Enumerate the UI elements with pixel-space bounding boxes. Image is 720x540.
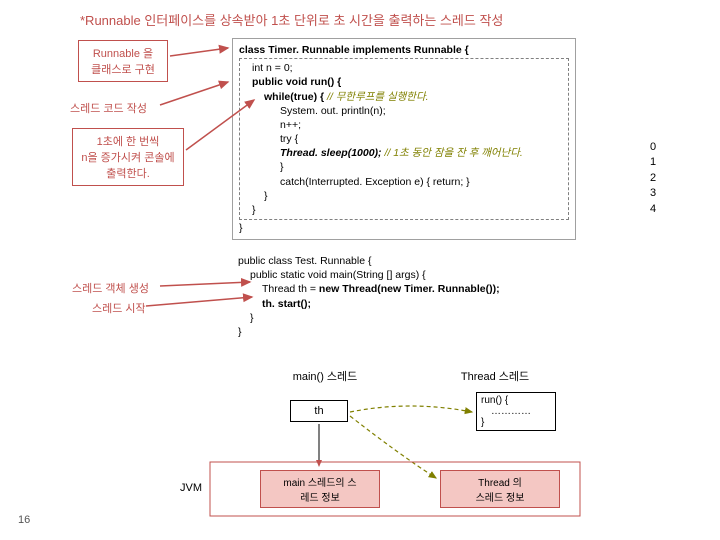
code-block-test: public class Test. Runnable { public sta… (232, 250, 532, 343)
output-column: 0 1 2 3 4 (650, 140, 656, 217)
code-line: catch(Interrupted. Exception e) { return… (244, 175, 564, 189)
label-create: 스레드 객체 생성 (72, 280, 149, 296)
label-impl: Runnable 을 클래스로 구현 (78, 40, 168, 82)
jvm-label: JVM (180, 482, 202, 494)
code-line: } (244, 160, 564, 174)
run-line: } (481, 417, 551, 428)
page-number: 16 (18, 514, 30, 526)
code-line: } (238, 311, 526, 325)
label-loop: 1초에 한 번씩 n을 증가시켜 콘솔에 출력한다. (72, 128, 184, 186)
code-line: } (244, 203, 564, 217)
output-line: 0 (650, 140, 656, 155)
code-line: while(true) { // 무한루프를 실행한다. (244, 90, 564, 104)
code-line: Thread. sleep(1000); // 1초 동안 잠을 잔 후 깨어난… (244, 146, 564, 160)
run-line: run() { (481, 395, 551, 406)
output-line: 2 (650, 171, 656, 186)
page-title: *Runnable 인터페이스를 상속받아 1초 단위로 초 시간을 출력하는 … (80, 10, 503, 29)
main-thread-header: main() 스레드 (270, 368, 380, 384)
code-line: class Timer. Runnable implements Runnabl… (239, 43, 569, 57)
jvm-main-info: main 스레드의 스 레드 정보 (260, 470, 380, 508)
code-line: n++; (244, 118, 564, 132)
code-line: } (244, 189, 564, 203)
code-line: public class Test. Runnable { (238, 254, 526, 268)
label-code-write: 스레드 코드 작성 (70, 100, 147, 116)
code-line: th. start(); (238, 297, 526, 311)
code-line: int n = 0; (244, 61, 564, 75)
jvm-thread-info: Thread 의 스레드 정보 (440, 470, 560, 508)
label-start: 스레드 시작 (92, 300, 146, 316)
output-line: 1 (650, 155, 656, 170)
code-line: Thread th = new Thread(new Timer. Runnab… (238, 282, 526, 296)
code-line: System. out. println(n); (244, 104, 564, 118)
code-line: public void run() { (244, 75, 564, 89)
code-line: public static void main(String [] args) … (238, 268, 526, 282)
run-line: ………… (481, 406, 551, 417)
code-line: } (238, 325, 526, 339)
output-line: 4 (650, 202, 656, 217)
run-box: run() { ………… } (476, 392, 556, 431)
code-line: try { (244, 132, 564, 146)
output-line: 3 (650, 186, 656, 201)
thread-header: Thread 스레드 (440, 368, 550, 384)
code-inner-dashed: int n = 0; public void run() { while(tru… (239, 58, 569, 220)
code-line: } (239, 221, 569, 235)
code-block-timer: class Timer. Runnable implements Runnabl… (232, 38, 576, 240)
th-box: th (290, 400, 348, 422)
